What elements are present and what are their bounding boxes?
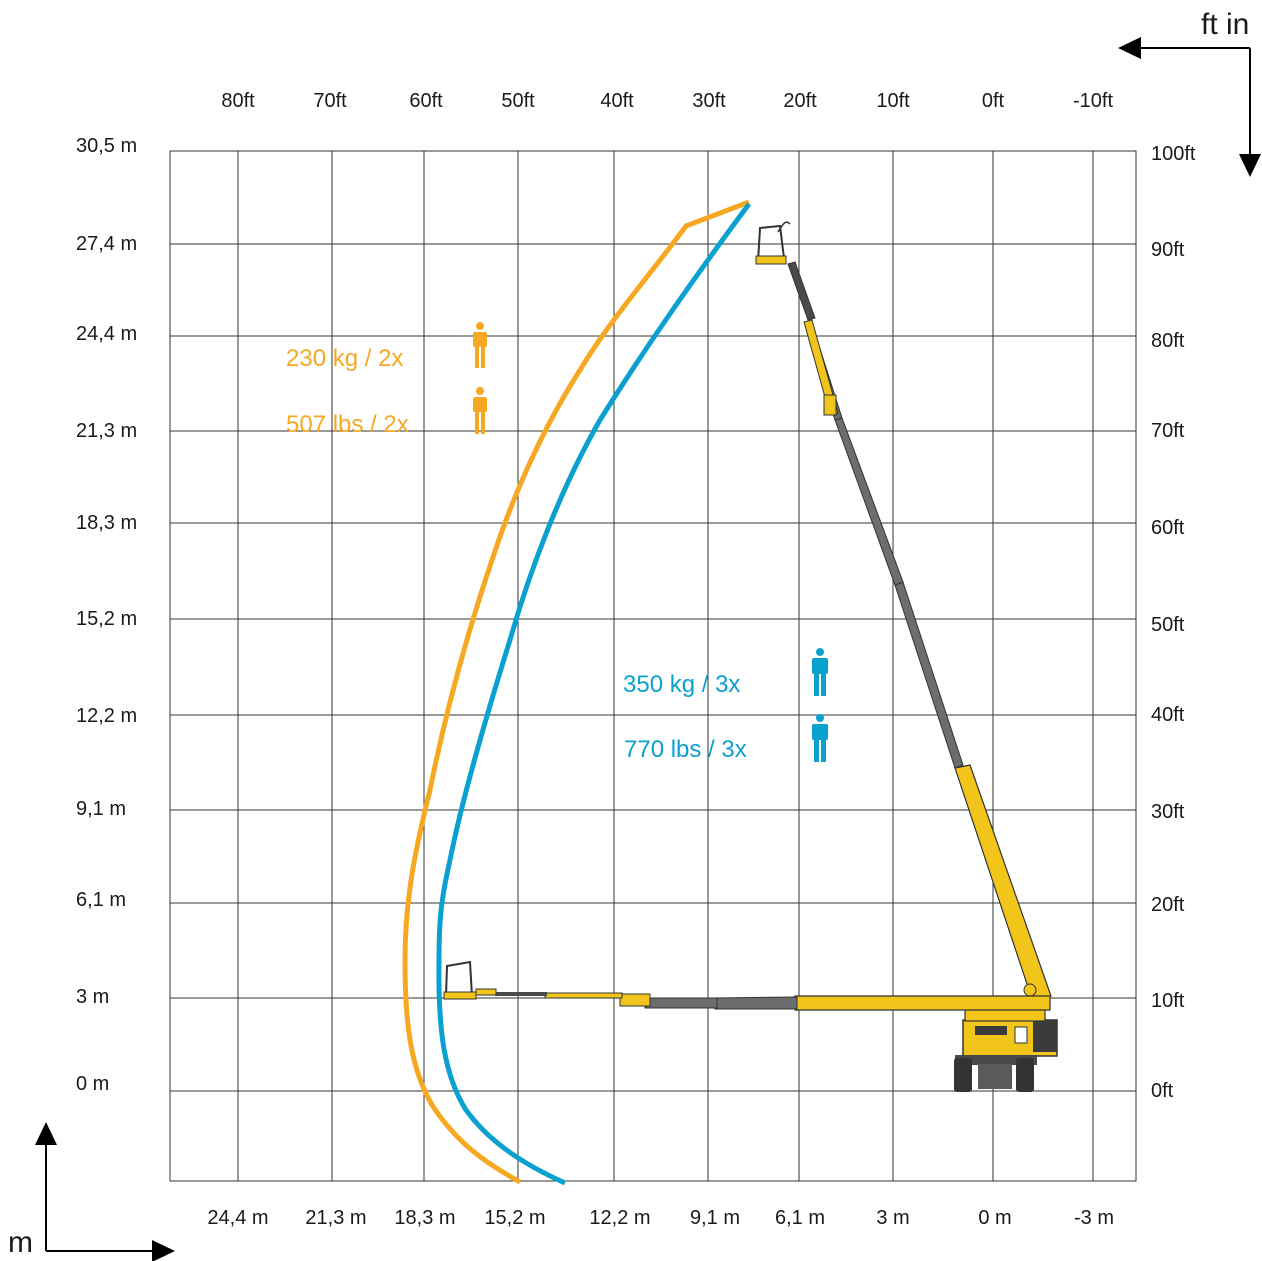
m-axis-arrows (35, 1122, 175, 1261)
envelope-3x-curve (436, 202, 752, 1186)
left-m-label: 0 m (76, 1073, 110, 1095)
top-ft-label: 10ft (876, 90, 910, 112)
right-ft-label: 20ft (1151, 894, 1185, 916)
right-ft-label: 30ft (1151, 801, 1185, 823)
top-ft-label: 80ft (221, 90, 255, 112)
left-m-label: 27,4 m (76, 233, 138, 255)
bottom-m-label: 3 m (876, 1207, 910, 1229)
right-ft-label: 100ft (1151, 143, 1196, 165)
capacity-2x-lbs-label: 507 lbs / 2x (286, 411, 409, 438)
person-icon (812, 714, 828, 762)
top-ft-label: 60ft (409, 90, 443, 112)
bottom-m-label: 12,2 m (589, 1207, 651, 1229)
capacity-3x-kg-label: 350 kg / 3x (623, 671, 741, 698)
right-ft-label: 60ft (1151, 517, 1185, 539)
bottom-m-label: 24,4 m (207, 1207, 269, 1229)
top-ft-label: 20ft (783, 90, 817, 112)
left-m-label: 3 m (76, 986, 110, 1008)
bottom-m-label: -3 m (1074, 1207, 1114, 1229)
bottom-m-label: 15,2 m (484, 1207, 546, 1229)
top-ft-label: 40ft (600, 90, 634, 112)
right-ft-label: 80ft (1151, 330, 1185, 352)
left-m-label: 12,2 m (76, 705, 138, 727)
right-ft-label: 90ft (1151, 239, 1185, 261)
left-m-label: 30,5 m (76, 135, 138, 157)
left-m-label: 6,1 m (76, 889, 127, 911)
bottom-m-label: 18,3 m (394, 1207, 456, 1229)
top-ft-label: 30ft (692, 90, 726, 112)
right-ft-label: 0ft (1151, 1080, 1174, 1102)
capacity-2x-kg-label: 230 kg / 2x (286, 345, 404, 372)
bottom-m-label: 0 m (978, 1207, 1012, 1229)
top-ft-label: 0ft (981, 90, 1005, 112)
right-ft-label: 70ft (1151, 420, 1185, 442)
raised-boom (755, 221, 1052, 1003)
right-ft-label: 10ft (1151, 990, 1185, 1012)
bottom-m-label: 21,3 m (305, 1207, 367, 1229)
top-ft-label: 70ft (313, 90, 347, 112)
horizontal-boom (443, 960, 1051, 1011)
ft-unit-label: ft in (1201, 8, 1250, 41)
arrow-down-icon (1239, 154, 1261, 177)
left-m-label: 18,3 m (76, 512, 138, 534)
person-icon (473, 322, 487, 368)
right-ft-label: 40ft (1151, 704, 1185, 726)
m-unit-label: m (8, 1226, 33, 1259)
arrow-up-icon (35, 1122, 57, 1145)
capacity-3x-lbs-label: 770 lbs / 3x (624, 736, 747, 763)
boom-lift-icon (443, 221, 1058, 1092)
lift-base (954, 1008, 1058, 1092)
person-icon (812, 648, 828, 696)
envelope-2x-curve (402, 199, 750, 1185)
top-ft-label: 50ft (501, 90, 535, 112)
left-m-label: 15,2 m (76, 608, 138, 630)
person-icon (473, 387, 487, 434)
ft-axis-arrows (1118, 37, 1261, 177)
left-m-label: 24,4 m (76, 323, 138, 345)
bottom-m-label: 9,1 m (689, 1207, 741, 1229)
top-ft-label: -10ft (1072, 90, 1114, 112)
left-m-label: 9,1 m (76, 798, 127, 820)
right-ft-label: 50ft (1151, 614, 1185, 636)
bottom-m-label: 6,1 m (774, 1207, 826, 1229)
arrow-left-icon (1118, 37, 1141, 59)
arrow-right-icon (152, 1240, 175, 1261)
left-m-label: 21,3 m (76, 420, 138, 442)
